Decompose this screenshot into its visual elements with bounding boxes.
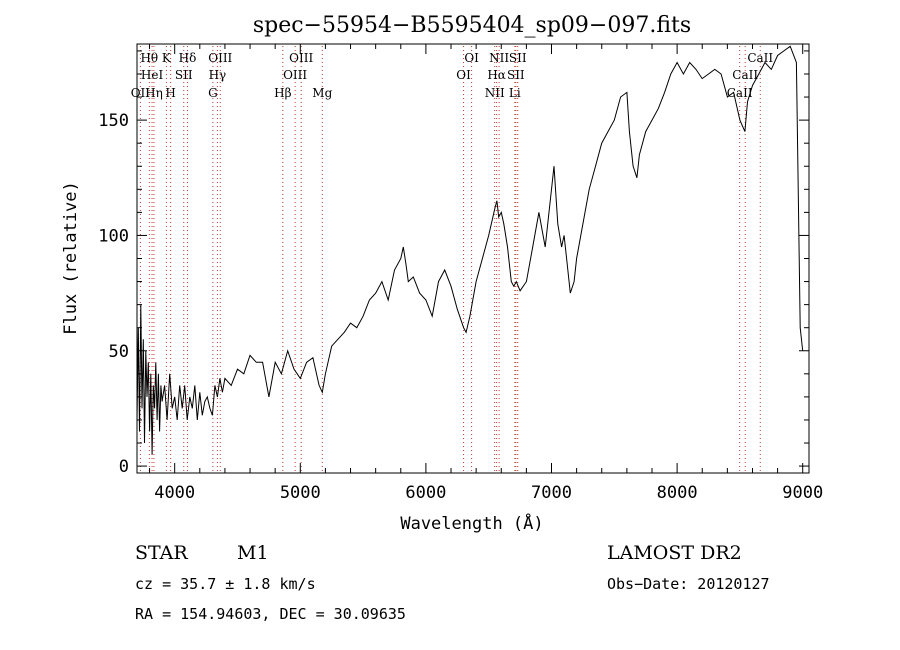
line-label: CaII bbox=[747, 51, 773, 65]
y-axis-label: Flux (relative) bbox=[61, 181, 81, 335]
x-tick-label: 9000 bbox=[782, 483, 823, 503]
x-tick-label: 8000 bbox=[657, 483, 698, 503]
line-label: NII bbox=[485, 86, 505, 100]
line-label: Hα bbox=[487, 68, 506, 82]
x-axis-label: Wavelength (Å) bbox=[400, 512, 543, 534]
object-class: STAR bbox=[135, 542, 188, 564]
line-label: Hη bbox=[145, 86, 163, 100]
line-label: OI bbox=[456, 68, 471, 82]
y-tick-label: 100 bbox=[98, 226, 129, 246]
line-label: SII bbox=[507, 68, 525, 82]
object-subclass: M1 bbox=[237, 542, 269, 564]
y-tick-label: 50 bbox=[109, 342, 129, 362]
x-tick-label: 5000 bbox=[280, 483, 321, 503]
line-label: NII bbox=[489, 51, 509, 65]
x-tick-label: 7000 bbox=[531, 483, 572, 503]
spectrum-line bbox=[136, 45, 804, 455]
line-label: G bbox=[208, 86, 218, 100]
line-label: Hδ bbox=[179, 51, 197, 65]
coordinates: RA = 154.94603, DEC = 30.09635 bbox=[135, 605, 406, 623]
line-label: OII bbox=[131, 86, 151, 100]
line-label: K bbox=[162, 51, 172, 65]
x-tick-label: 6000 bbox=[405, 483, 446, 503]
obs-date: Obs−Date: 20120127 bbox=[607, 575, 770, 593]
line-label: H bbox=[165, 86, 175, 100]
y-axis-ticks: 0 50 100 150 bbox=[98, 50, 809, 477]
chart-title: spec−55954−B5595404_sp09−097.fits bbox=[253, 13, 691, 38]
line-label: OIII bbox=[283, 68, 307, 82]
line-label: HeI bbox=[141, 68, 164, 82]
line-label: OI bbox=[464, 51, 479, 65]
line-label: Mg bbox=[312, 86, 332, 100]
line-label: CaII bbox=[727, 86, 753, 100]
redshift-text: cz = 35.7 ± 1.8 km/s bbox=[135, 575, 316, 593]
x-axis-ticks: 4000 5000 6000 7000 8000 9000 bbox=[149, 44, 823, 503]
y-tick-label: 150 bbox=[98, 111, 129, 131]
line-label: OIII bbox=[208, 51, 232, 65]
plot-frame bbox=[136, 43, 810, 474]
survey-name: LAMOST DR2 bbox=[607, 542, 742, 564]
x-tick-label: 4000 bbox=[154, 483, 195, 503]
y-tick-label: 0 bbox=[119, 457, 129, 477]
line-label: Hγ bbox=[209, 68, 227, 82]
emission-line-markers bbox=[139, 46, 761, 473]
line-label: OIII bbox=[289, 51, 313, 65]
line-label: Hβ bbox=[274, 86, 291, 100]
line-label: SII bbox=[509, 51, 527, 65]
line-label: Hθ bbox=[140, 51, 158, 65]
line-label: CaII bbox=[732, 68, 758, 82]
line-label: Li bbox=[509, 86, 521, 100]
line-label: SII bbox=[175, 68, 193, 82]
